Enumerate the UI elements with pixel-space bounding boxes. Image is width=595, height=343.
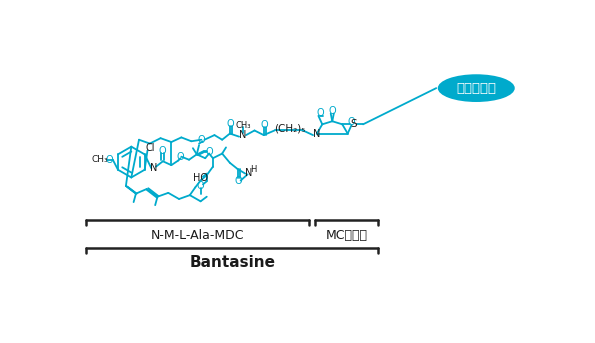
Text: O: O [328, 106, 336, 116]
Text: CH₃: CH₃ [92, 155, 108, 164]
Text: Bantasine: Bantasine [189, 256, 275, 270]
Text: O: O [227, 119, 234, 129]
Text: H: H [250, 165, 257, 174]
Text: N: N [150, 163, 157, 173]
Text: (CH₂)₅: (CH₂)₅ [274, 124, 306, 134]
Text: O: O [347, 117, 355, 127]
Text: O: O [177, 152, 184, 162]
Text: O: O [261, 120, 268, 130]
Text: Cl: Cl [145, 143, 155, 153]
Text: N-M-L-Ala-MDC: N-M-L-Ala-MDC [151, 229, 245, 242]
Text: HO: HO [193, 173, 208, 183]
Text: MC連接子: MC連接子 [325, 229, 368, 242]
Text: N: N [239, 130, 247, 140]
Text: 曲妥珠單抗: 曲妥珠單抗 [456, 82, 496, 95]
Text: N: N [245, 168, 253, 178]
Text: S: S [350, 119, 357, 129]
Text: O: O [234, 176, 242, 186]
Text: O: O [158, 145, 166, 155]
Text: CH₃: CH₃ [235, 121, 250, 130]
Ellipse shape [438, 74, 515, 102]
Text: O: O [316, 108, 324, 118]
Text: O: O [106, 155, 114, 165]
Text: N: N [313, 129, 321, 139]
Text: O: O [197, 181, 205, 191]
Text: O: O [198, 135, 205, 145]
Text: O: O [205, 147, 213, 157]
